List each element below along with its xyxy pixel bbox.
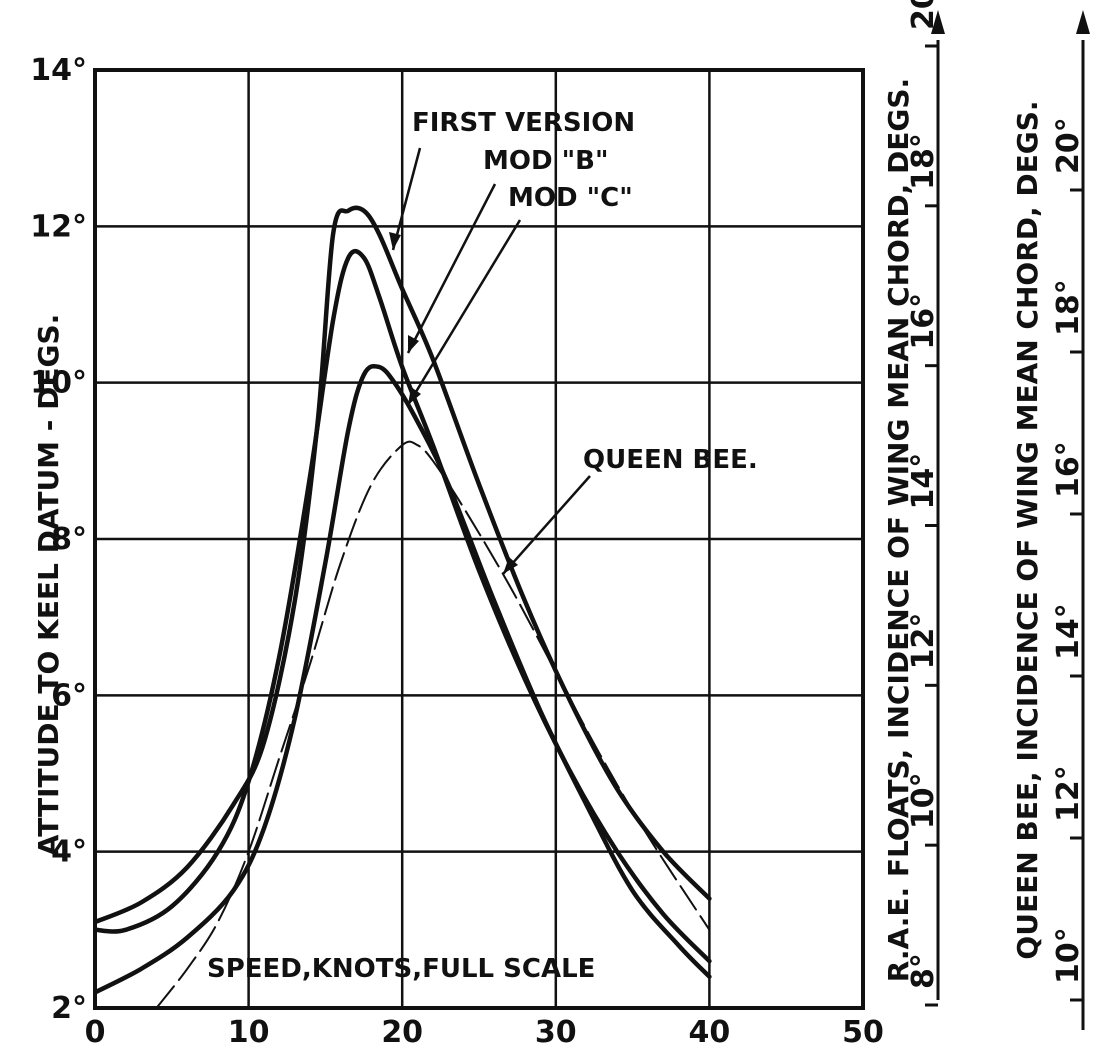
right-axis-2-tick-label: 20°: [1051, 117, 1086, 174]
right-axis-1-tick-label: 20°: [906, 0, 941, 30]
right-axis-2-tick-label: 10°: [1051, 927, 1086, 984]
annotation-mod-c: MOD "C": [508, 183, 633, 213]
y-tick-label: 12°: [30, 209, 87, 244]
right-axis-1-tick-label: 10°: [906, 772, 941, 829]
right-axis-1: 8° 10° 12° 14° 16° 18° 20° R.A.E. FLOATS, INCI…: [882, 0, 945, 1007]
plot-frame: [93, 68, 865, 1010]
x-tick-label: 40: [689, 1015, 731, 1050]
annotations: FIRST VERSION MOD "B" MOD "C" QUEEN BEE.…: [207, 108, 758, 984]
y-tick-label: 8°: [51, 522, 87, 557]
right-axis-1-tick-label: 8°: [906, 953, 941, 989]
series-line-queen-bee: [155, 440, 711, 1008]
x-tick-label: 10: [228, 1015, 270, 1050]
curves: [95, 205, 712, 1008]
arrowhead-icon: [408, 387, 421, 405]
x-tick-label: 30: [535, 1015, 577, 1050]
series-line-mod-c: [95, 363, 712, 995]
arrowhead-icon: [389, 232, 401, 250]
leader-queen-bee: [502, 475, 591, 575]
arrowhead-icon: [503, 557, 518, 574]
arrow-up-icon: [931, 10, 945, 34]
x-tick-label: 20: [381, 1015, 423, 1050]
grid: [95, 70, 863, 1008]
y-tick-label: 10°: [30, 366, 87, 401]
y-tick-label: 14°: [30, 53, 87, 88]
annotation-mod-b: MOD "B": [483, 146, 609, 176]
arrowhead-icon: [408, 335, 419, 353]
y-axis-title: ATTITUDE TO KEEL DATUM - DEGS.: [32, 314, 65, 857]
right-axis-2: 10° 12° 14° 16° 18° 20° QUEEN BEE, INCIDENCE …: [1011, 10, 1090, 1030]
leader-mod-b: [406, 183, 497, 354]
right-axis-1-title: R.A.E. FLOATS, INCIDENCE OF WING MEAN CH…: [882, 78, 915, 982]
right-axis-1-tick-label: 18°: [906, 133, 941, 190]
y-tick-label: 4°: [51, 835, 87, 870]
leader-first-version: [391, 147, 422, 251]
right-axis-2-title: QUEEN BEE, INCIDENCE OF WING MEAN CHORD,…: [1011, 100, 1044, 959]
annotation-first-version: FIRST VERSION: [412, 108, 635, 138]
annotation-queen-bee: QUEEN BEE.: [583, 445, 758, 475]
x-tick-label: 50: [842, 1015, 884, 1050]
right-axis-2-tick-label: 18°: [1051, 279, 1086, 336]
y-tick-label: 2°: [51, 991, 87, 1026]
x-tick-label: 0: [85, 1015, 106, 1050]
right-axis-1-tick-label: 14°: [906, 453, 941, 510]
right-axis-1-tick-label: 16°: [906, 293, 941, 350]
right-axis-1-tick-label: 12°: [906, 613, 941, 670]
right-axis-2-tick-label: 14°: [1051, 603, 1086, 660]
arrow-up-icon: [1076, 10, 1090, 34]
x-tick-labels: 0 10 20 30 40 50: [85, 1015, 884, 1050]
leader-mod-c: [406, 219, 522, 406]
y-tick-labels: 2° 4° 6° 8° 10° 12° 14°: [30, 53, 87, 1026]
y-tick-label: 6°: [51, 678, 87, 713]
annotation-speed-caption: SPEED,KNOTS,FULL SCALE: [207, 954, 595, 984]
right-axis-2-tick-label: 16°: [1051, 441, 1086, 498]
right-axis-2-tick-label: 12°: [1051, 765, 1086, 822]
